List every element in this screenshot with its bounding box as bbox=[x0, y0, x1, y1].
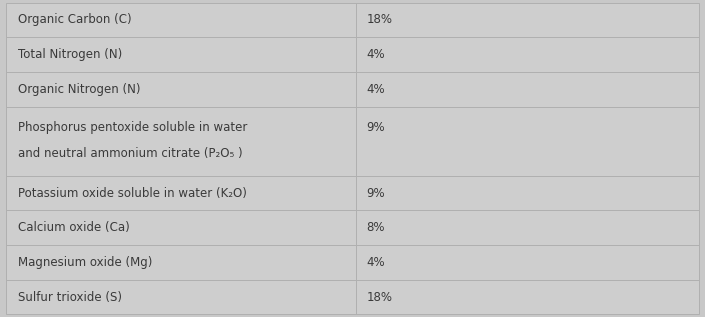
Bar bbox=[6, 107, 356, 176]
Bar bbox=[6, 280, 356, 314]
Bar bbox=[356, 72, 699, 107]
Text: Potassium oxide soluble in water (K₂O): Potassium oxide soluble in water (K₂O) bbox=[18, 187, 247, 200]
Bar bbox=[356, 280, 699, 314]
Text: Calcium oxide (Ca): Calcium oxide (Ca) bbox=[18, 221, 130, 234]
Text: 18%: 18% bbox=[367, 291, 393, 304]
Bar bbox=[356, 245, 699, 280]
Bar bbox=[6, 245, 356, 280]
Bar bbox=[6, 37, 356, 72]
Bar bbox=[356, 37, 699, 72]
Text: 18%: 18% bbox=[367, 13, 393, 26]
Text: Organic Nitrogen (N): Organic Nitrogen (N) bbox=[18, 83, 141, 96]
Text: 9%: 9% bbox=[367, 121, 385, 134]
Text: 4%: 4% bbox=[367, 256, 385, 269]
Text: 9%: 9% bbox=[367, 187, 385, 200]
Text: and neutral ammonium citrate (P₂O₅ ): and neutral ammonium citrate (P₂O₅ ) bbox=[18, 147, 243, 160]
Bar bbox=[356, 107, 699, 176]
Bar bbox=[356, 176, 699, 210]
Bar bbox=[6, 3, 356, 37]
Text: 4%: 4% bbox=[367, 48, 385, 61]
Bar bbox=[356, 210, 699, 245]
Text: Magnesium oxide (Mg): Magnesium oxide (Mg) bbox=[18, 256, 153, 269]
Bar bbox=[6, 210, 356, 245]
Text: Sulfur trioxide (S): Sulfur trioxide (S) bbox=[18, 291, 123, 304]
Text: Organic Carbon (C): Organic Carbon (C) bbox=[18, 13, 132, 26]
Bar bbox=[356, 3, 699, 37]
Text: Phosphorus pentoxide soluble in water: Phosphorus pentoxide soluble in water bbox=[18, 121, 247, 134]
Bar bbox=[6, 176, 356, 210]
Text: Total Nitrogen (N): Total Nitrogen (N) bbox=[18, 48, 123, 61]
Text: 8%: 8% bbox=[367, 221, 385, 234]
Text: 4%: 4% bbox=[367, 83, 385, 96]
Bar bbox=[6, 72, 356, 107]
